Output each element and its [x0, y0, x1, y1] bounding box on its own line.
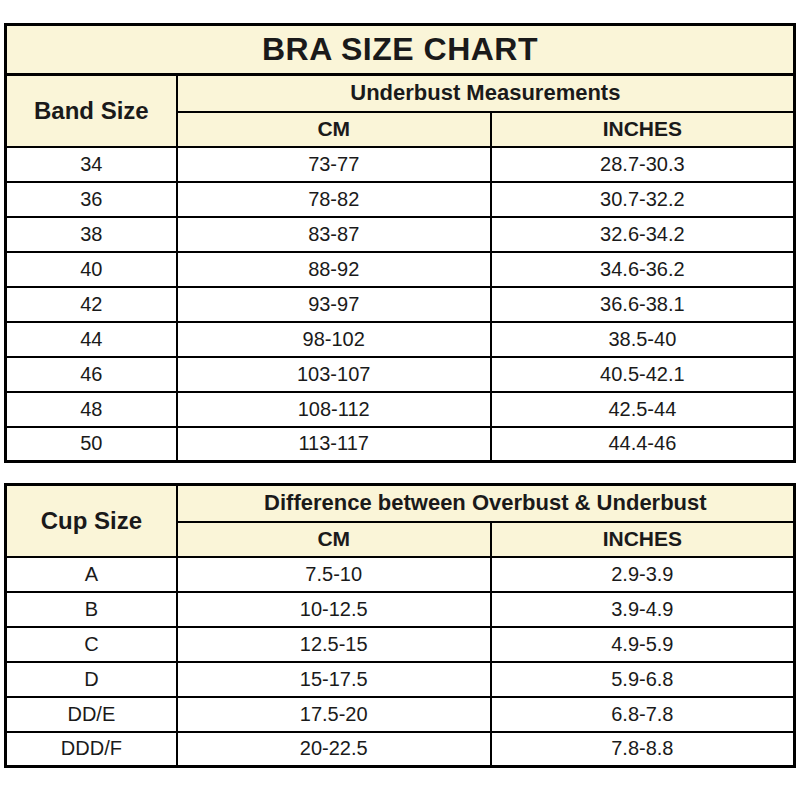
- inches-cell: 38.5-40: [491, 322, 795, 357]
- table-row: C 12.5-15 4.9-5.9: [6, 627, 795, 662]
- cm-column-header: CM: [177, 112, 491, 147]
- band-size-cell: 38: [6, 217, 177, 252]
- cm-cell: 83-87: [177, 217, 491, 252]
- cup-size-cell: D: [6, 662, 177, 697]
- cm-column-header: CM: [177, 522, 491, 557]
- inches-cell: 44.4-46: [491, 427, 795, 462]
- inches-column-header: INCHES: [491, 112, 795, 147]
- band-size-cell: 48: [6, 392, 177, 427]
- cup-size-cell: B: [6, 592, 177, 627]
- cup-size-cell: A: [6, 557, 177, 592]
- cup-size-cell: DD/E: [6, 697, 177, 732]
- group-header-row: Cup Size Difference between Overbust & U…: [6, 485, 795, 522]
- table-row: B 10-12.5 3.9-4.9: [6, 592, 795, 627]
- band-size-cell: 36: [6, 182, 177, 217]
- inches-cell: 34.6-36.2: [491, 252, 795, 287]
- inches-cell: 6.8-7.8: [491, 697, 795, 732]
- cm-cell: 93-97: [177, 287, 491, 322]
- band-size-table: BRA SIZE CHART Band Size Underbust Measu…: [4, 23, 796, 463]
- table-row: 34 73-77 28.7-30.3: [6, 147, 795, 182]
- band-size-cell: 40: [6, 252, 177, 287]
- cup-size-cell: DDD/F: [6, 732, 177, 767]
- band-size-cell: 46: [6, 357, 177, 392]
- cup-size-header: Cup Size: [6, 485, 177, 557]
- size-chart-page: BRA SIZE CHART Band Size Underbust Measu…: [0, 0, 800, 800]
- inches-cell: 3.9-4.9: [491, 592, 795, 627]
- band-size-header: Band Size: [6, 75, 177, 147]
- title-row: BRA SIZE CHART: [6, 25, 795, 75]
- chart-title: BRA SIZE CHART: [6, 25, 795, 75]
- inches-cell: 2.9-3.9: [491, 557, 795, 592]
- band-size-cell: 50: [6, 427, 177, 462]
- table-row: 46 103-107 40.5-42.1: [6, 357, 795, 392]
- band-size-cell: 42: [6, 287, 177, 322]
- difference-header: Difference between Overbust & Underbust: [177, 485, 795, 522]
- table-row: DDD/F 20-22.5 7.8-8.8: [6, 732, 795, 767]
- inches-cell: 32.6-34.2: [491, 217, 795, 252]
- inches-cell: 36.6-38.1: [491, 287, 795, 322]
- cm-cell: 10-12.5: [177, 592, 491, 627]
- inches-cell: 40.5-42.1: [491, 357, 795, 392]
- cm-cell: 20-22.5: [177, 732, 491, 767]
- table-row: A 7.5-10 2.9-3.9: [6, 557, 795, 592]
- inches-cell: 42.5-44: [491, 392, 795, 427]
- table-row: 48 108-112 42.5-44: [6, 392, 795, 427]
- inches-cell: 30.7-32.2: [491, 182, 795, 217]
- table-row: 40 88-92 34.6-36.2: [6, 252, 795, 287]
- table-row: 50 113-117 44.4-46: [6, 427, 795, 462]
- cm-cell: 73-77: [177, 147, 491, 182]
- inches-cell: 28.7-30.3: [491, 147, 795, 182]
- band-size-cell: 44: [6, 322, 177, 357]
- table-row: D 15-17.5 5.9-6.8: [6, 662, 795, 697]
- cm-cell: 7.5-10: [177, 557, 491, 592]
- band-size-cell: 34: [6, 147, 177, 182]
- cup-size-cell: C: [6, 627, 177, 662]
- table-row: 44 98-102 38.5-40: [6, 322, 795, 357]
- underbust-measurements-header: Underbust Measurements: [177, 75, 795, 112]
- cm-cell: 78-82: [177, 182, 491, 217]
- inches-cell: 4.9-5.9: [491, 627, 795, 662]
- cm-cell: 15-17.5: [177, 662, 491, 697]
- cm-cell: 103-107: [177, 357, 491, 392]
- table-row: 38 83-87 32.6-34.2: [6, 217, 795, 252]
- table-row: 36 78-82 30.7-32.2: [6, 182, 795, 217]
- table-divider-gap: [4, 463, 796, 483]
- cup-size-table: Cup Size Difference between Overbust & U…: [4, 483, 796, 768]
- table-row: DD/E 17.5-20 6.8-7.8: [6, 697, 795, 732]
- cm-cell: 12.5-15: [177, 627, 491, 662]
- cm-cell: 113-117: [177, 427, 491, 462]
- cm-cell: 108-112: [177, 392, 491, 427]
- inches-cell: 7.8-8.8: [491, 732, 795, 767]
- cm-cell: 17.5-20: [177, 697, 491, 732]
- table-row: 42 93-97 36.6-38.1: [6, 287, 795, 322]
- cm-cell: 88-92: [177, 252, 491, 287]
- inches-column-header: INCHES: [491, 522, 795, 557]
- group-header-row: Band Size Underbust Measurements: [6, 75, 795, 112]
- cm-cell: 98-102: [177, 322, 491, 357]
- inches-cell: 5.9-6.8: [491, 662, 795, 697]
